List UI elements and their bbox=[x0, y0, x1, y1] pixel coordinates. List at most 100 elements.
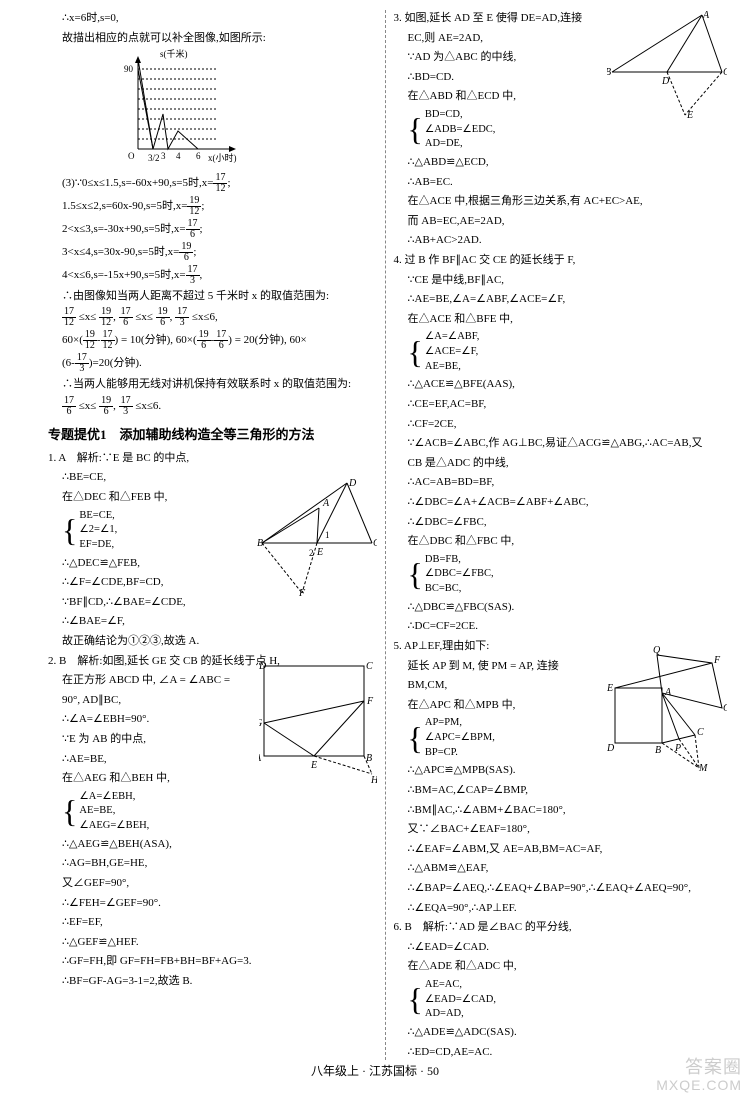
text-line: 2<x≤3,s=-30x+90,s=5时,x=176; bbox=[48, 219, 377, 240]
q1-figure: BC EA DF 12 bbox=[257, 478, 377, 598]
text-line: ∴由图像知当两人距离不超过 5 千米时 x 的取值范围为: bbox=[48, 288, 377, 306]
svg-text:D: D bbox=[661, 76, 670, 87]
text-line: 176 ≤x≤ 196, 173 ≤x≤6. bbox=[48, 396, 377, 417]
page-columns: ∴x=6时,s=0, 故描出相应的点就可以补全图像,如图所示: s(千米) bbox=[0, 0, 750, 1060]
svg-text:B: B bbox=[655, 745, 661, 756]
svg-text:G: G bbox=[259, 718, 262, 729]
brace-group: { AE=AC, ∠EAD=∠CAD, AD=AD, bbox=[408, 978, 723, 1022]
text-line: ∴∠FEH=∠GEF=90°. bbox=[48, 895, 377, 913]
svg-text:E: E bbox=[607, 683, 613, 694]
text-line: ∴△ABM≌△EAF, bbox=[394, 860, 723, 878]
text-line: ∴AB+AC>2AD. bbox=[394, 232, 723, 250]
brace-group: { DB=FB, ∠DBC=∠FBC, BC=BC, bbox=[408, 553, 723, 597]
svg-text:F: F bbox=[298, 588, 306, 598]
text-line: ∴△DBC≌△FBC(SAS). bbox=[394, 599, 723, 617]
text-line: CB 是△ADC 的中线, bbox=[394, 455, 723, 473]
chart-ylabel: s(千米) bbox=[160, 49, 188, 59]
text-line: ∴当两人能够用无线对讲机保持有效联系时 x 的取值范围为: bbox=[48, 376, 377, 394]
text-line: ∴AB=EC. bbox=[394, 174, 723, 192]
svg-text:C: C bbox=[373, 538, 377, 549]
text-line: ∴EF=EF, bbox=[48, 914, 377, 932]
text-line: 故正确结论为①②③,故选 A. bbox=[48, 633, 377, 651]
text-line: 4<x≤6,s=-15x+90,s=5时,x=173, bbox=[48, 265, 377, 286]
q5-figure: EQ FA GD BP CM bbox=[607, 643, 727, 773]
left-column: ∴x=6时,s=0, 故描出相应的点就可以补全图像,如图所示: s(千米) bbox=[40, 10, 386, 1060]
text-line: 6. B 解析:∵AD 是∠BAC 的平分线, bbox=[394, 919, 723, 937]
svg-text:C: C bbox=[723, 67, 727, 78]
text-line: ∴∠EQA=90°,∴AP⊥EF. bbox=[394, 900, 723, 918]
svg-text:C: C bbox=[697, 727, 704, 738]
xtick: 4 bbox=[176, 151, 181, 161]
text-line: 在△ACE 中,根据三角形三边关系,有 AC+EC>AE, bbox=[394, 193, 723, 211]
svg-text:D: D bbox=[348, 478, 357, 489]
q1-block: BC EA DF 12 1. A 解析:∵E 是 BC 的中点, ∴BE=CE,… bbox=[48, 450, 377, 651]
text-line: ∴∠DBC=∠FBC, bbox=[394, 514, 723, 532]
text-line: ∴∠EAD=∠CAD. bbox=[394, 939, 723, 957]
svg-text:B: B bbox=[366, 753, 372, 764]
q2-figure: DC AB GE FH bbox=[259, 661, 377, 786]
text-line: 在△ADE 和△ADC 中, bbox=[394, 958, 723, 976]
svg-text:A: A bbox=[322, 498, 330, 509]
svg-text:F: F bbox=[366, 696, 374, 707]
text-line: ∴BM∥AC,∴∠ABM+∠BAC=180°, bbox=[394, 802, 723, 820]
text-line: ∴∠DBC=∠A+∠ACB=∠ABF+∠ABC, bbox=[394, 494, 723, 512]
text-line: ∵∠ACB=∠ABC,作 AG⊥BC,易证△ACG≌△ABG,∴AC=AB,又 bbox=[394, 435, 723, 453]
text-line: 1. A 解析:∵E 是 BC 的中点, bbox=[48, 450, 377, 468]
text-line: 故描出相应的点就可以补全图像,如图所示: bbox=[48, 30, 377, 48]
svg-text:P: P bbox=[674, 743, 681, 754]
watermark: 答案圈 MXQE.COM bbox=[656, 1058, 742, 1093]
text-line: 而 AB=EC,AE=2AD, bbox=[394, 213, 723, 231]
svg-text:G: G bbox=[723, 703, 727, 714]
svg-text:E: E bbox=[316, 547, 323, 558]
svg-text:2: 2 bbox=[309, 548, 314, 558]
svg-text:F: F bbox=[713, 655, 721, 666]
q2-block: DC AB GE FH 2. B 解析:如图,延长 GE 交 CB 的延长线于点… bbox=[48, 653, 377, 991]
ytick: 90 bbox=[124, 64, 134, 74]
text-line: ∴x=6时,s=0, bbox=[48, 10, 377, 28]
distance-chart: s(千米) bbox=[108, 49, 377, 171]
svg-text:B: B bbox=[607, 67, 611, 78]
text-line: 1.5≤x≤2,s=60x-90,s=5时,x=1912; bbox=[48, 196, 377, 217]
right-column: AB CD E 3. 如图,延长 AD 至 E 使得 DE=AD,连接 EC,则… bbox=[386, 10, 731, 1060]
text-line: 又∵∠BAC+∠EAF=180°, bbox=[394, 821, 723, 839]
text-line: ∴BF=GF-AG=3-1=2,故选 B. bbox=[48, 973, 377, 991]
text-line: ∴CF=2CE, bbox=[394, 416, 723, 434]
svg-text:A: A bbox=[259, 753, 262, 764]
text-line: ∴△ADE≌△ADC(SAS). bbox=[394, 1024, 723, 1042]
page-footer: 八年级上 · 江苏国标 · 50 bbox=[0, 1062, 750, 1079]
text-line: ∴△GEF≌△HEF. bbox=[48, 934, 377, 952]
svg-text:O: O bbox=[128, 151, 135, 161]
text-line: ∴AG=BH,GE=HE, bbox=[48, 855, 377, 873]
brace-group: { ∠A=∠ABF, ∠ACE=∠F, AE=BE, bbox=[408, 330, 723, 374]
q4-block: 4. 过 B 作 BF∥AC 交 CE 的延长线于 F, ∵CE 是中线,BF∥… bbox=[394, 252, 723, 636]
svg-text:C: C bbox=[366, 661, 373, 672]
text-line: ∴△ACE≌△BFE(AAS), bbox=[394, 376, 723, 394]
xtick: 3 bbox=[161, 151, 166, 161]
svg-text:D: D bbox=[607, 743, 615, 754]
text-line: 在△ACE 和△BFE 中, bbox=[394, 311, 723, 329]
q3-block: AB CD E 3. 如图,延长 AD 至 E 使得 DE=AD,连接 EC,则… bbox=[394, 10, 723, 250]
text-line: 4. 过 B 作 BF∥AC 交 CE 的延长线于 F, bbox=[394, 252, 723, 270]
text-line: ∵CE 是中线,BF∥AC, bbox=[394, 272, 723, 290]
text-line: ∴∠BAE=∠F, bbox=[48, 613, 377, 631]
text-line: ∴∠EAF=∠ABM,又 AE=AB,BM=AC=AF, bbox=[394, 841, 723, 859]
svg-text:1: 1 bbox=[325, 530, 330, 540]
text-line: ∴GF=FH,即 GF=FH=FB+BH=BF+AG=3. bbox=[48, 953, 377, 971]
svg-text:A: A bbox=[702, 10, 710, 21]
text-line: ∴△AEG≌△BEH(ASA), bbox=[48, 836, 377, 854]
svg-text:Q: Q bbox=[653, 645, 661, 656]
xtick: 6 bbox=[196, 151, 201, 161]
text-line: (3)∵0≤x≤1.5,s=-60x+90,s=5时,x=1712; bbox=[48, 173, 377, 194]
text-line: ∴CE=EF,AC=BF, bbox=[394, 396, 723, 414]
svg-text:E: E bbox=[686, 110, 693, 120]
section-heading: 专题提优1 添加辅助线构造全等三角形的方法 bbox=[48, 425, 377, 446]
text-line: ∴△ABD≌△ECD, bbox=[394, 154, 723, 172]
svg-text:H: H bbox=[370, 775, 377, 786]
text-line: 又∠GEF=90°, bbox=[48, 875, 377, 893]
svg-text:M: M bbox=[698, 763, 708, 773]
text-line: 在△DBC 和△FBC 中, bbox=[394, 533, 723, 551]
svg-text:E: E bbox=[310, 760, 317, 771]
text-line: ∴∠BAP=∠AEQ,∴∠EAQ+∠BAP=90°,∴∠EAQ+∠AEQ=90°… bbox=[394, 880, 723, 898]
text-line: ∴AE=BE,∠A=∠ABF,∠ACE=∠F, bbox=[394, 291, 723, 309]
q6-block: 6. B 解析:∵AD 是∠BAC 的平分线, ∴∠EAD=∠CAD. 在△AD… bbox=[394, 919, 723, 1061]
